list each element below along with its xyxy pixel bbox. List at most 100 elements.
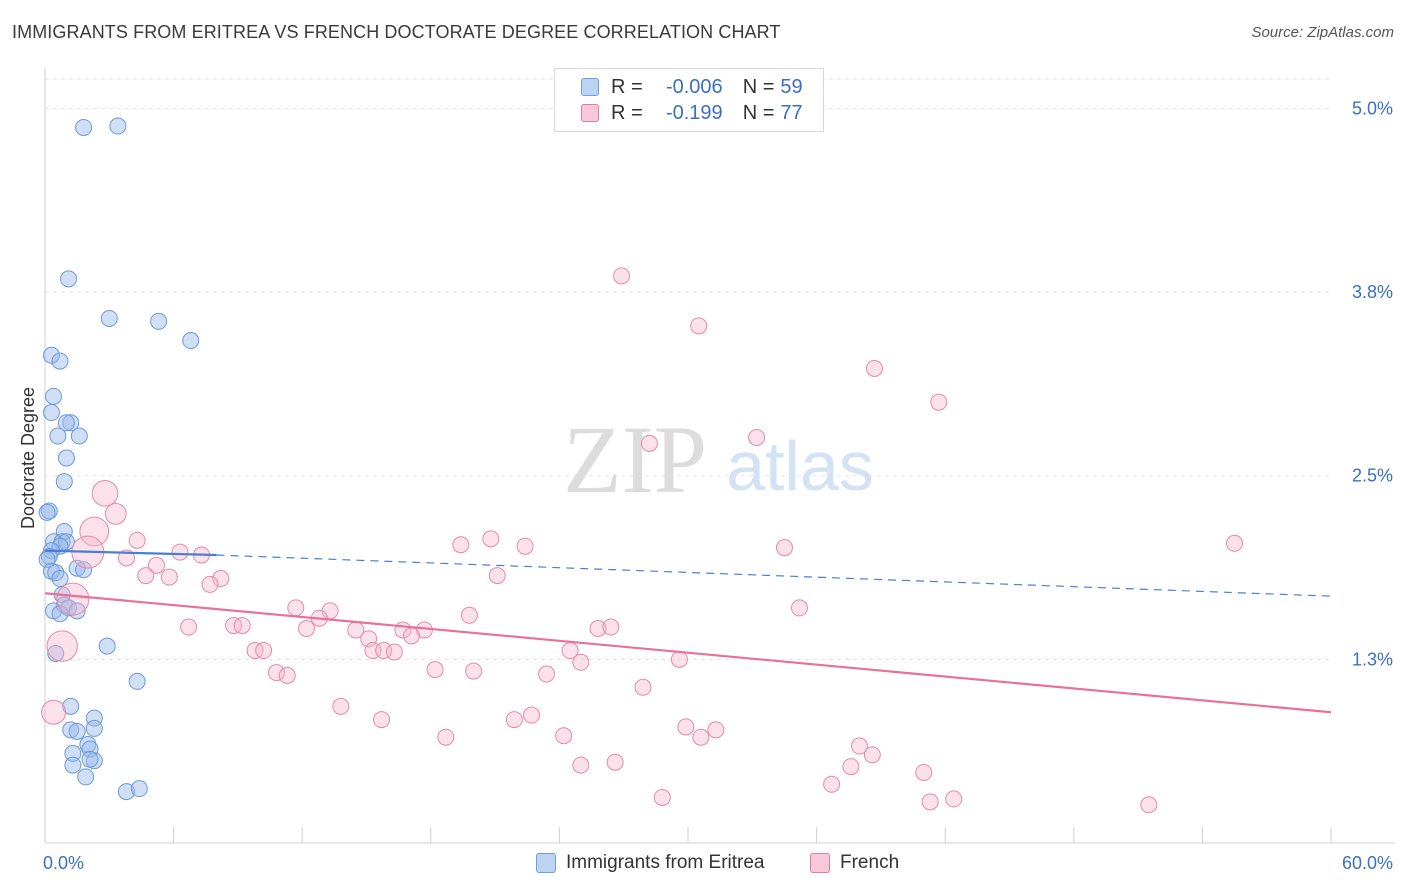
data-point-eritrea [42, 346, 60, 364]
data-point-french [748, 428, 766, 446]
data-point-french [403, 627, 421, 645]
data-point-eritrea [51, 605, 69, 623]
data-point-french [246, 642, 264, 660]
legend-n-label: N = [742, 75, 775, 98]
data-point-eritrea [51, 570, 69, 588]
data-point-french [373, 711, 391, 729]
data-point-french [91, 480, 119, 507]
y-tick-label: 2.5% [1352, 466, 1393, 486]
data-point-french [850, 737, 868, 755]
data-point-french [653, 788, 671, 806]
trend-line-french [44, 592, 1332, 714]
data-point-french [842, 758, 860, 776]
data-point-french [104, 502, 127, 525]
legend-r-value: -0.199 [665, 101, 723, 124]
series-eritrea-points [38, 117, 200, 801]
data-point-french [692, 728, 710, 746]
data-point-eritrea [128, 672, 146, 690]
data-point-french [278, 667, 296, 685]
data-point-french [255, 642, 273, 660]
data-point-french [41, 699, 67, 725]
data-point-french [1140, 796, 1158, 814]
data-point-french [79, 516, 110, 547]
data-point-french [171, 543, 189, 561]
data-point-french [460, 606, 478, 624]
data-point-eritrea [109, 117, 127, 135]
data-point-french [572, 756, 590, 774]
data-point-french [863, 746, 881, 764]
series-french-points [41, 267, 1244, 814]
legend-row-french: R = -0.199 N = 77 [581, 100, 803, 126]
legend-r-value: -0.006 [665, 75, 723, 98]
data-point-french [640, 434, 658, 452]
data-point-eritrea [130, 780, 148, 798]
x-tick-label-max: 60.0% [1342, 853, 1393, 873]
data-point-eritrea [77, 768, 95, 786]
data-point-french [865, 359, 883, 377]
data-point-french [589, 619, 607, 637]
data-point-french [147, 556, 165, 574]
legend-item-french[interactable]: French [810, 852, 899, 874]
legend-row-eritrea: R = -0.006 N = 59 [581, 74, 803, 100]
data-point-french [505, 711, 523, 729]
y-tick-label: 5.0% [1352, 98, 1393, 118]
watermark-atlas: atlas [726, 427, 874, 505]
data-point-french [465, 662, 483, 680]
data-point-eritrea [42, 404, 60, 422]
data-point-eritrea [62, 414, 80, 432]
data-point-french [945, 790, 963, 808]
data-point-eritrea [98, 637, 116, 655]
data-point-eritrea [100, 309, 118, 327]
legend-n-label: N = [742, 101, 775, 124]
legend-swatch-eritrea [536, 853, 556, 873]
data-point-french [137, 567, 155, 585]
legend-label-eritrea: Immigrants from Eritrea [566, 852, 765, 873]
data-point-eritrea [85, 719, 103, 737]
data-point-french [488, 567, 506, 585]
data-point-eritrea [68, 722, 86, 740]
data-point-french [690, 317, 708, 335]
data-point-french [212, 570, 230, 588]
axes [44, 68, 1395, 844]
legend-n-value: 77 [780, 101, 803, 124]
data-point-eritrea [64, 744, 82, 762]
watermark: ZIP atlas [563, 406, 874, 513]
data-point-french [602, 618, 620, 636]
trend-lines [44, 549, 1332, 714]
data-point-french [128, 531, 146, 549]
data-point-eritrea [79, 736, 97, 754]
gridlines [45, 78, 1331, 660]
data-point-eritrea [38, 503, 56, 521]
data-point-french [46, 630, 78, 662]
data-point-french [117, 549, 135, 567]
y-tick-label: 1.3% [1352, 649, 1393, 669]
data-point-french [555, 727, 573, 745]
data-point-eritrea [150, 312, 168, 330]
stats-legend: R = -0.006 N = 59 R = -0.199 N = 77 [554, 68, 824, 132]
data-point-french [790, 599, 808, 617]
data-point-french [332, 697, 350, 715]
legend-swatch-eritrea [581, 78, 599, 96]
legend-r-label: R = [611, 75, 643, 98]
legend-swatch-french [581, 104, 599, 122]
data-point-french [452, 536, 470, 554]
data-point-eritrea [70, 427, 88, 445]
data-point-french [915, 763, 933, 781]
data-point-french [233, 617, 251, 635]
data-point-french [385, 643, 403, 661]
data-point-eritrea [85, 709, 103, 727]
chart-title: IMMIGRANTS FROM ERITREA VS FRENCH DOCTOR… [12, 22, 781, 42]
data-point-french [707, 721, 725, 739]
data-point-french [523, 706, 541, 724]
data-point-french [297, 619, 315, 637]
legend-swatch-french [810, 853, 830, 873]
data-point-french [921, 793, 939, 811]
data-point-eritrea [57, 449, 75, 467]
data-point-french [823, 775, 841, 793]
data-point-french [287, 599, 305, 617]
data-point-eritrea [57, 414, 75, 432]
data-point-eritrea [45, 387, 63, 405]
data-point-eritrea [51, 352, 69, 370]
y-tick-label: 3.8% [1352, 282, 1393, 302]
legend-item-eritrea[interactable]: Immigrants from Eritrea [536, 852, 764, 874]
